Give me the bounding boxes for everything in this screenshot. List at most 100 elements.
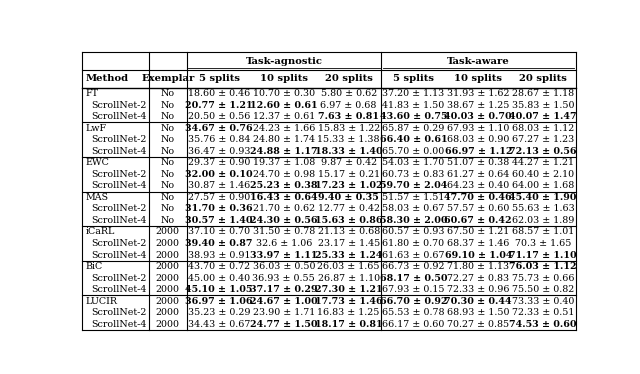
Text: No: No [161, 158, 175, 167]
Text: 44.27 ± 1.21: 44.27 ± 1.21 [512, 158, 574, 167]
Text: 61.27 ± 0.64: 61.27 ± 0.64 [447, 170, 509, 179]
Text: 32.00 ± 0.10: 32.00 ± 0.10 [185, 170, 253, 179]
Text: 58.30 ± 2.00: 58.30 ± 2.00 [380, 216, 447, 225]
Text: ScrollNet-2: ScrollNet-2 [92, 239, 147, 248]
Text: MAS: MAS [86, 193, 109, 202]
Text: 37.17 ± 0.29: 37.17 ± 0.29 [250, 285, 317, 294]
Text: 45.00 ± 0.40: 45.00 ± 0.40 [188, 274, 250, 283]
Text: 67.50 ± 1.21: 67.50 ± 1.21 [447, 227, 509, 236]
Text: 60.73 ± 0.83: 60.73 ± 0.83 [382, 170, 445, 179]
Text: 64.00 ± 1.68: 64.00 ± 1.68 [512, 181, 574, 190]
Text: 15.33 ± 1.38: 15.33 ± 1.38 [317, 135, 380, 144]
Text: 37.10 ± 0.70: 37.10 ± 0.70 [188, 227, 250, 236]
Text: ScrollNet-4: ScrollNet-4 [92, 216, 147, 225]
Text: No: No [161, 112, 175, 121]
Text: ScrollNet-4: ScrollNet-4 [92, 285, 147, 294]
Text: 7.63 ± 0.81: 7.63 ± 0.81 [318, 112, 379, 121]
Text: ScrollNet-4: ScrollNet-4 [92, 320, 147, 329]
Text: 37.20 ± 1.13: 37.20 ± 1.13 [382, 89, 445, 98]
Text: 60.40 ± 2.10: 60.40 ± 2.10 [512, 170, 574, 179]
Text: 67.27 ± 1.23: 67.27 ± 1.23 [512, 135, 574, 144]
Text: 61.80 ± 0.70: 61.80 ± 0.70 [383, 239, 445, 248]
Text: ScrollNet-2: ScrollNet-2 [92, 308, 147, 317]
Text: 18.60 ± 0.46: 18.60 ± 0.46 [188, 89, 250, 98]
Text: 2000: 2000 [156, 227, 180, 236]
Text: 15.63 ± 0.86: 15.63 ± 0.86 [315, 216, 383, 225]
Text: No: No [161, 204, 175, 214]
Text: 31.70 ± 0.36: 31.70 ± 0.36 [185, 204, 253, 214]
Text: Method: Method [86, 74, 129, 83]
Text: 68.37 ± 1.46: 68.37 ± 1.46 [447, 239, 509, 248]
Text: 58.03 ± 0.67: 58.03 ± 0.67 [382, 204, 445, 214]
Text: 60.67 ± 0.42: 60.67 ± 0.42 [444, 216, 512, 225]
Text: 6.97 ± 0.68: 6.97 ± 0.68 [321, 101, 377, 110]
Text: No: No [161, 124, 175, 133]
Text: 33.97 ± 1.11: 33.97 ± 1.11 [250, 251, 317, 260]
Text: 24.70 ± 0.98: 24.70 ± 0.98 [253, 170, 315, 179]
Text: 71.80 ± 1.13: 71.80 ± 1.13 [447, 262, 509, 271]
Text: 32.6 ± 1.06: 32.6 ± 1.06 [255, 239, 312, 248]
Text: 45.40 ± 1.90: 45.40 ± 1.90 [509, 193, 577, 202]
Text: 5.80 ± 0.62: 5.80 ± 0.62 [321, 89, 377, 98]
Text: 43.60 ± 0.75: 43.60 ± 0.75 [380, 112, 447, 121]
Text: 24.67 ± 1.00: 24.67 ± 1.00 [250, 297, 317, 306]
Text: 51.57 ± 1.51: 51.57 ± 1.51 [382, 193, 445, 202]
Text: No: No [161, 135, 175, 144]
Text: 76.03 ± 1.12: 76.03 ± 1.12 [509, 262, 577, 271]
Text: 36.47 ± 0.93: 36.47 ± 0.93 [188, 147, 250, 156]
Text: 67.93 ± 0.15: 67.93 ± 0.15 [382, 285, 445, 294]
Text: 2000: 2000 [156, 308, 180, 317]
Text: 65.70 ± 0.00: 65.70 ± 0.00 [382, 147, 445, 156]
Text: 24.30 ± 0.56: 24.30 ± 0.56 [250, 216, 317, 225]
Text: 75.73 ± 0.66: 75.73 ± 0.66 [512, 274, 574, 283]
Text: ScrollNet-2: ScrollNet-2 [92, 274, 147, 283]
Text: 31.50 ± 0.78: 31.50 ± 0.78 [253, 227, 315, 236]
Text: 26.87 ± 1.10: 26.87 ± 1.10 [317, 274, 380, 283]
Text: 66.97 ± 1.12: 66.97 ± 1.12 [445, 147, 512, 156]
Text: 15.83 ± 1.22: 15.83 ± 1.22 [317, 124, 380, 133]
Text: 27.57 ± 0.90: 27.57 ± 0.90 [188, 193, 250, 202]
Text: 2000: 2000 [156, 320, 180, 329]
Text: 66.70 ± 0.92: 66.70 ± 0.92 [380, 297, 447, 306]
Text: 16.83 ± 1.25: 16.83 ± 1.25 [317, 308, 380, 317]
Text: 25.33 ± 1.24: 25.33 ± 1.24 [315, 251, 383, 260]
Text: 27.30 ± 1.21: 27.30 ± 1.21 [315, 285, 383, 294]
Text: No: No [161, 170, 175, 179]
Text: 36.93 ± 0.55: 36.93 ± 0.55 [252, 274, 316, 283]
Text: 2000: 2000 [156, 274, 180, 283]
Text: No: No [161, 101, 175, 110]
Text: No: No [161, 89, 175, 98]
Text: 9.87 ± 0.42: 9.87 ± 0.42 [321, 158, 377, 167]
Text: 60.57 ± 0.93: 60.57 ± 0.93 [382, 227, 445, 236]
Text: 68.03 ± 0.90: 68.03 ± 0.90 [447, 135, 509, 144]
Text: 62.03 ± 1.89: 62.03 ± 1.89 [512, 216, 574, 225]
Text: 66.17 ± 0.60: 66.17 ± 0.60 [382, 320, 445, 329]
Text: 18.17 ± 0.81: 18.17 ± 0.81 [315, 320, 383, 329]
Text: 17.73 ± 1.46: 17.73 ± 1.46 [315, 297, 383, 306]
Text: 72.27 ± 0.83: 72.27 ± 0.83 [447, 274, 509, 283]
Text: 38.67 ± 1.25: 38.67 ± 1.25 [447, 101, 509, 110]
Text: 72.33 ± 0.96: 72.33 ± 0.96 [447, 285, 509, 294]
Text: EWC: EWC [86, 158, 109, 167]
Text: 20.77 ± 1.21: 20.77 ± 1.21 [185, 101, 253, 110]
Text: 36.97 ± 1.06: 36.97 ± 1.06 [186, 297, 253, 306]
Text: 57.57 ± 0.60: 57.57 ± 0.60 [447, 204, 509, 214]
Text: 25.23 ± 0.38: 25.23 ± 0.38 [250, 181, 317, 190]
Text: Task-agnostic: Task-agnostic [245, 56, 323, 65]
Text: 75.50 ± 0.82: 75.50 ± 0.82 [512, 285, 574, 294]
Text: 65.87 ± 0.29: 65.87 ± 0.29 [382, 124, 445, 133]
Text: 67.93 ± 1.10: 67.93 ± 1.10 [447, 124, 509, 133]
Text: 10.70 ± 0.30: 10.70 ± 0.30 [253, 89, 315, 98]
Text: 47.70 ± 0.46: 47.70 ± 0.46 [444, 193, 512, 202]
Text: 68.03 ± 1.12: 68.03 ± 1.12 [512, 124, 574, 133]
Text: 12.60 ± 0.61: 12.60 ± 0.61 [250, 101, 317, 110]
Text: ScrollNet-2: ScrollNet-2 [92, 170, 147, 179]
Text: 2000: 2000 [156, 297, 180, 306]
Text: 43.70 ± 0.72: 43.70 ± 0.72 [188, 262, 250, 271]
Text: 70.3 ± 1.65: 70.3 ± 1.65 [515, 239, 572, 248]
Text: 51.07 ± 0.38: 51.07 ± 0.38 [447, 158, 509, 167]
Text: 38.93 ± 0.91: 38.93 ± 0.91 [188, 251, 250, 260]
Text: 9.40 ± 0.35: 9.40 ± 0.35 [318, 193, 379, 202]
Text: 65.53 ± 0.78: 65.53 ± 0.78 [382, 308, 445, 317]
Text: 28.67 ± 1.18: 28.67 ± 1.18 [512, 89, 574, 98]
